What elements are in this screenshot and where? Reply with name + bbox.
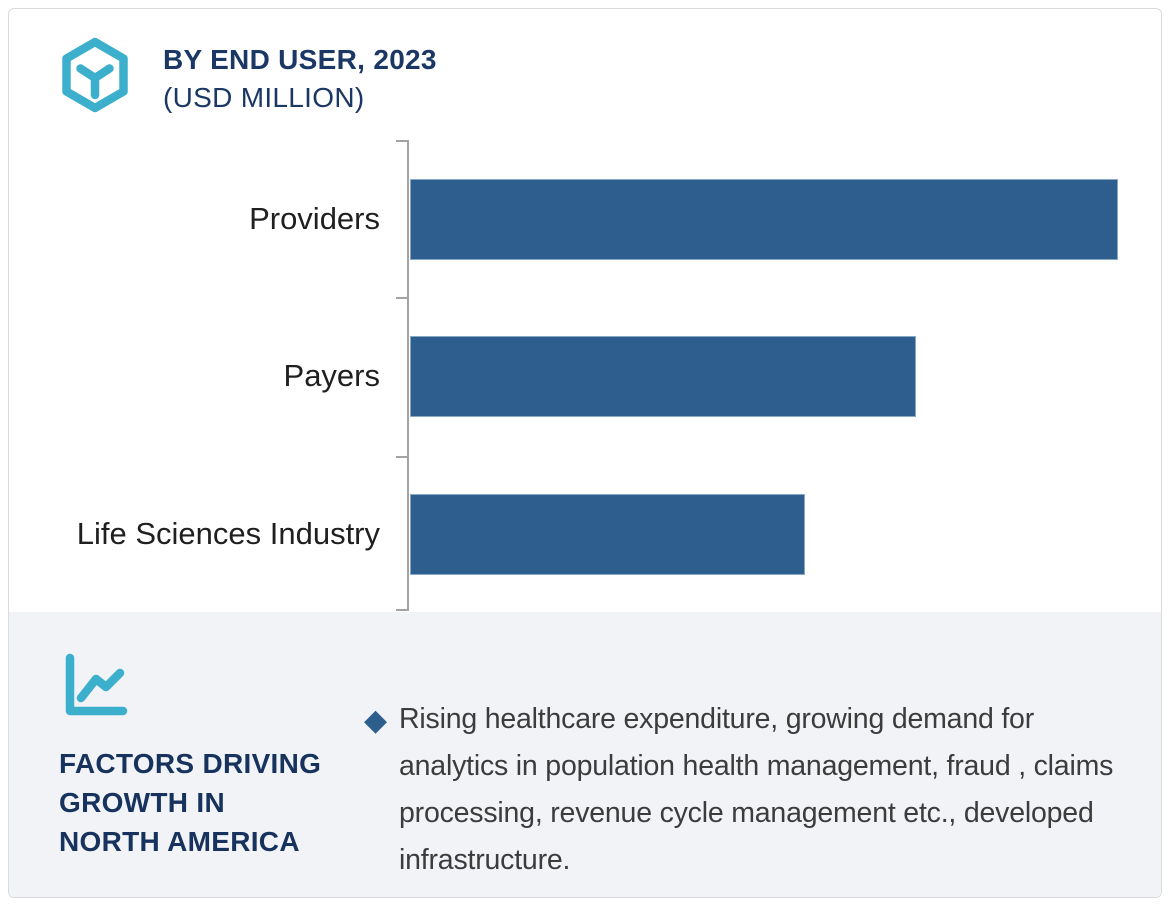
factors-panel: FACTORS DRIVING GROWTH IN NORTH AMERICA … [9, 612, 1161, 897]
bar-providers [410, 179, 1118, 260]
factors-bullet-text: Rising healthcare expenditure, growing d… [399, 703, 1114, 876]
axis-tick [396, 140, 408, 142]
axis-tick [396, 456, 408, 458]
hex-cube-icon [57, 37, 133, 113]
chart-title: BY END USER, 2023 (USD MILLION) [163, 41, 437, 117]
infographic-card: BY END USER, 2023 (USD MILLION) Provider… [8, 8, 1162, 898]
factors-heading: FACTORS DRIVING GROWTH IN NORTH AMERICA [59, 744, 321, 861]
category-label-life-sciences-industry: Life Sciences Industry [76, 516, 380, 551]
chart-title-line1: BY END USER, 2023 [163, 44, 437, 75]
factors-heading-line3: NORTH AMERICA [59, 826, 300, 857]
axis-tick [396, 609, 408, 611]
category-label-payers: Payers [283, 358, 380, 393]
line-chart-icon [57, 650, 131, 724]
axis-tick [396, 297, 408, 299]
bar-life-sciences-industry [410, 494, 805, 575]
factors-heading-line2: GROWTH IN [59, 787, 226, 818]
diamond-bullet-icon: ◆ [364, 704, 388, 737]
factors-heading-line1: FACTORS DRIVING [59, 748, 322, 779]
bar-payers [410, 336, 916, 417]
chart-title-line2: (USD MILLION) [163, 82, 365, 113]
y-axis-line [407, 140, 409, 611]
category-label-providers: Providers [249, 201, 380, 236]
